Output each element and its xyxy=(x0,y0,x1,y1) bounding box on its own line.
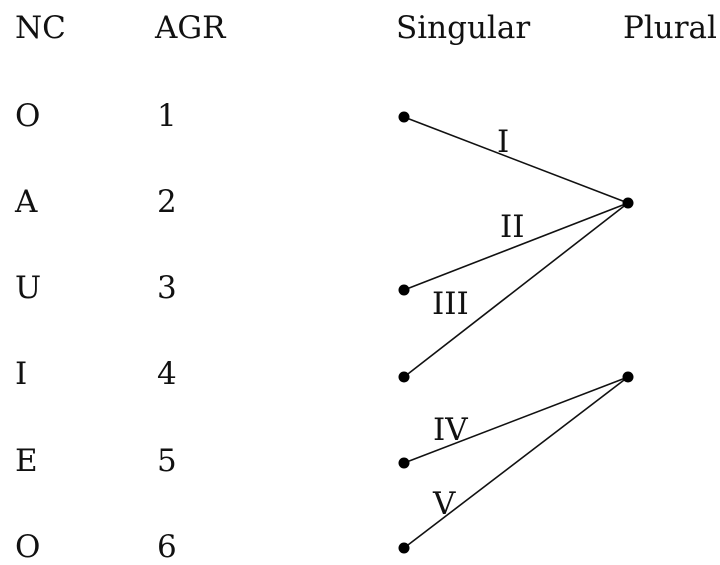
edge-line xyxy=(403,376,629,549)
edge-line xyxy=(403,376,629,464)
nc-cell: O xyxy=(15,529,41,565)
edge-label: III xyxy=(432,286,469,322)
plural-node xyxy=(622,197,634,209)
agr-cell: 4 xyxy=(157,356,177,392)
nc-cell: I xyxy=(15,356,28,392)
singular-node xyxy=(398,111,410,123)
nc-header: NC xyxy=(15,10,66,46)
agr-cell: 2 xyxy=(157,184,177,220)
agr-cell: 3 xyxy=(157,270,177,306)
plural-node xyxy=(622,371,634,383)
agr-cell: 1 xyxy=(157,98,177,134)
plural-header: Plural xyxy=(623,10,717,46)
singular-node xyxy=(398,371,410,383)
edge-line xyxy=(403,202,629,378)
nc-cell: O xyxy=(15,98,41,134)
nc-cell: A xyxy=(15,184,38,220)
edge-line xyxy=(403,116,629,204)
edge-label: IV xyxy=(433,412,468,448)
singular-node xyxy=(398,457,410,469)
agr-cell: 5 xyxy=(157,443,177,479)
edge-label: V xyxy=(432,486,456,522)
edge-label: II xyxy=(500,209,525,245)
agr-cell: 6 xyxy=(157,529,177,565)
singular-node xyxy=(398,542,410,554)
edge-label: I xyxy=(497,124,509,160)
singular-node xyxy=(398,284,410,296)
nc-cell: U xyxy=(15,270,42,306)
nc-cell: E xyxy=(15,443,38,479)
edge-line xyxy=(403,202,629,291)
singular-header: Singular xyxy=(396,10,531,46)
agr-header: AGR xyxy=(155,10,226,46)
